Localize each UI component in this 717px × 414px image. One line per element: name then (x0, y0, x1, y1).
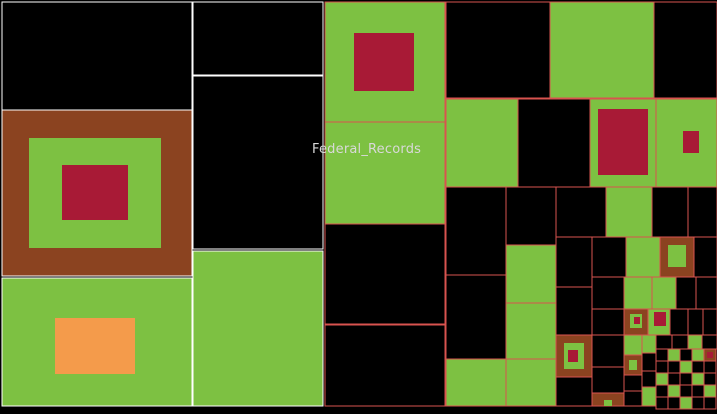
treemap-tile-80[interactable] (691, 360, 705, 374)
treemap-tile-20[interactable] (505, 186, 557, 246)
treemap-tile-57[interactable] (604, 400, 612, 406)
treemap-tile-66[interactable] (641, 386, 657, 407)
treemap-tile-26[interactable] (651, 186, 689, 238)
treemap-tile-81[interactable] (703, 360, 717, 374)
treemap-tile-58[interactable] (623, 334, 643, 356)
treemap-tile-23[interactable] (505, 358, 557, 407)
treemap-tile-51[interactable] (669, 308, 689, 336)
treemap-tile-55[interactable] (591, 366, 625, 394)
treemap-tile-8[interactable] (324, 223, 446, 325)
treemap-tile-93[interactable] (667, 396, 681, 410)
treemap-tile-3[interactable] (192, 1, 324, 76)
treemap-tile-44[interactable] (695, 276, 717, 310)
treemap-tile-1[interactable] (1, 1, 193, 111)
treemap-tile-27[interactable] (687, 186, 717, 238)
treemap-tile-35[interactable] (625, 236, 661, 278)
treemap-tile-89[interactable] (679, 384, 693, 398)
treemap-tile-7[interactable] (324, 121, 446, 225)
treemap-tile-61[interactable] (623, 374, 643, 392)
treemap-tile-71[interactable] (655, 348, 669, 362)
treemap-tile-84[interactable] (679, 372, 693, 386)
treemap-tile-87[interactable] (655, 384, 669, 398)
treemap-tile-11[interactable] (549, 1, 655, 99)
treemap-tile-28[interactable] (555, 236, 593, 288)
treemap-tile-63[interactable] (641, 334, 657, 354)
treemap-tile-39[interactable] (693, 236, 717, 278)
treemap-tile-40[interactable] (591, 276, 625, 310)
treemap-tile-38[interactable] (672, 250, 682, 262)
treemap-tile-17[interactable] (445, 186, 507, 276)
treemap-tile-70[interactable] (701, 334, 717, 350)
treemap-tile-52[interactable] (687, 308, 704, 336)
treemap-tile-92[interactable] (655, 396, 669, 410)
treemap-tile-86[interactable] (703, 372, 717, 386)
treemap-tile-76[interactable] (707, 352, 713, 358)
treemap-tile-64[interactable] (641, 352, 657, 372)
treemap-tile-74[interactable] (691, 348, 705, 362)
treemap-tile-43[interactable] (675, 276, 697, 310)
treemap-tile-79[interactable] (679, 360, 693, 374)
treemap-tile-95[interactable] (691, 396, 705, 410)
treemap-tile-29[interactable] (555, 286, 593, 336)
treemap-tile-36[interactable] (659, 236, 695, 278)
treemap-tile-24[interactable] (555, 186, 607, 238)
treemap-tile-crimson-inner[interactable] (62, 165, 128, 220)
treemap-tile-48[interactable] (634, 317, 640, 324)
treemap-tile-91[interactable] (703, 384, 717, 398)
treemap-tile-crimson[interactable] (354, 33, 414, 91)
treemap-tile-90[interactable] (691, 384, 705, 398)
treemap-tile-crimson-medium[interactable] (598, 109, 648, 175)
treemap-tile-9[interactable] (324, 324, 446, 407)
treemap-tile-crimson-small[interactable] (683, 131, 699, 153)
treemap-tile-77[interactable] (655, 360, 669, 374)
treemap-tile-42[interactable] (651, 276, 677, 310)
treemap-tile-72[interactable] (667, 348, 681, 362)
treemap-tile-53[interactable] (702, 308, 717, 336)
treemap-tile-4[interactable] (192, 75, 324, 250)
treemap-tile-65[interactable] (641, 370, 657, 388)
treemap-tile-10[interactable] (445, 1, 551, 99)
treemap-tile-62[interactable] (623, 390, 643, 407)
treemap-tile-orange[interactable] (55, 318, 135, 374)
treemap-tile-50[interactable] (654, 312, 666, 326)
treemap-tile-18[interactable] (445, 274, 507, 360)
treemap-tile-54[interactable] (591, 334, 625, 368)
treemap-tile-96[interactable] (703, 396, 717, 410)
treemap-tile-33[interactable] (555, 376, 593, 407)
treemap-tile-5[interactable] (192, 250, 324, 407)
treemap-tile-14[interactable] (517, 98, 591, 188)
treemap-root-label: Federal_Records (312, 142, 422, 157)
treemap-tile-34[interactable] (591, 236, 627, 278)
treemap-tile-19[interactable] (445, 358, 507, 407)
treemap-tile-45[interactable] (591, 308, 625, 336)
treemap-tile-22[interactable] (505, 302, 557, 360)
treemap-tile-69[interactable] (687, 334, 703, 350)
treemap-tile-68[interactable] (671, 334, 689, 350)
treemap-tile-73[interactable] (679, 348, 693, 362)
treemap-tile-12[interactable] (653, 1, 717, 99)
treemap-tile-13[interactable] (445, 98, 519, 188)
treemap-tile-85[interactable] (691, 372, 705, 386)
treemap-tile-78[interactable] (667, 360, 681, 374)
treemap-tile-83[interactable] (667, 372, 681, 386)
treemap-tile-41[interactable] (623, 276, 653, 310)
treemap-tile-94[interactable] (679, 396, 693, 410)
treemap-tile-21[interactable] (505, 244, 557, 304)
treemap-tile-25[interactable] (605, 186, 653, 238)
treemap-tile-88[interactable] (667, 384, 681, 398)
treemap-tile-82[interactable] (655, 372, 669, 386)
treemap-tile-32[interactable] (568, 350, 578, 362)
treemap-tile-67[interactable] (655, 334, 673, 350)
treemap-tile-60[interactable] (629, 360, 637, 370)
